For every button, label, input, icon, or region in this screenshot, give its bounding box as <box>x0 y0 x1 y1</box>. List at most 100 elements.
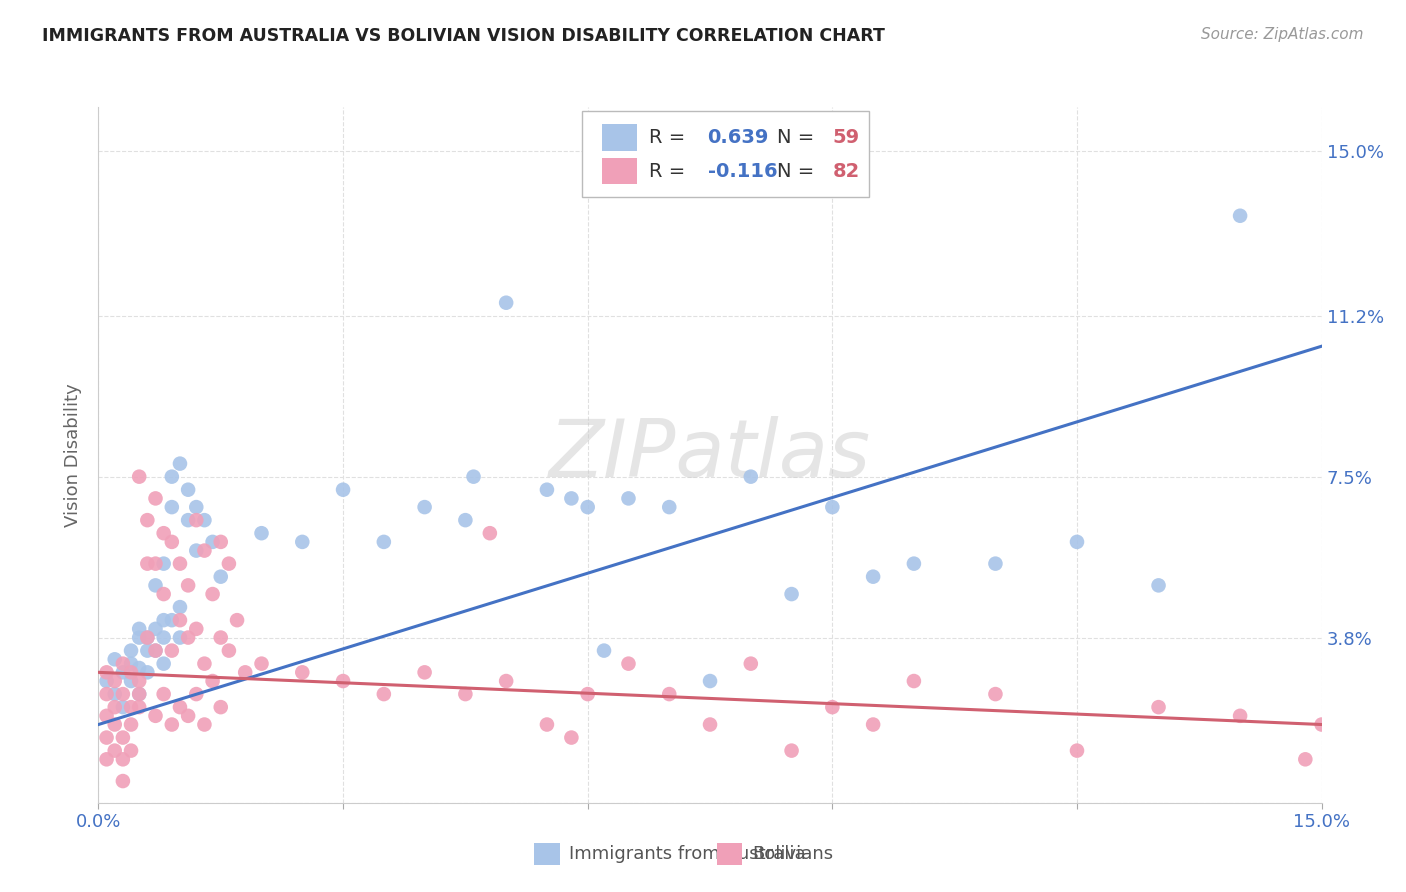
Point <box>128 631 150 645</box>
Point <box>136 631 159 645</box>
Point <box>145 557 167 571</box>
Point <box>209 631 232 645</box>
Text: N =: N = <box>778 161 821 180</box>
Point <box>120 674 142 689</box>
Text: Immigrants from Australia: Immigrants from Australia <box>569 845 806 863</box>
Point <box>291 665 314 680</box>
Point <box>120 643 142 657</box>
Point <box>658 500 681 514</box>
Point <box>136 631 159 645</box>
Bar <box>602 158 637 185</box>
Point <box>413 500 436 514</box>
Point <box>160 469 183 483</box>
Point <box>160 613 183 627</box>
FancyBboxPatch shape <box>582 111 869 197</box>
Point <box>152 587 174 601</box>
Point <box>862 717 884 731</box>
Point <box>169 557 191 571</box>
Point <box>152 613 174 627</box>
Point <box>120 717 142 731</box>
Point <box>128 700 150 714</box>
Text: 82: 82 <box>832 161 859 180</box>
Point <box>984 557 1007 571</box>
Point <box>903 557 925 571</box>
Point <box>373 687 395 701</box>
Point <box>145 578 167 592</box>
Point <box>120 744 142 758</box>
Text: Bolivians: Bolivians <box>752 845 834 863</box>
Point <box>104 717 127 731</box>
Point <box>128 469 150 483</box>
Point <box>1229 708 1251 723</box>
Point <box>111 665 134 680</box>
Point <box>193 657 215 671</box>
Point <box>120 700 142 714</box>
Point <box>120 657 142 671</box>
Point <box>576 500 599 514</box>
Point <box>111 687 134 701</box>
Point <box>218 557 240 571</box>
Text: N =: N = <box>778 128 821 147</box>
Point <box>478 526 501 541</box>
Text: IMMIGRANTS FROM AUSTRALIA VS BOLIVIAN VISION DISABILITY CORRELATION CHART: IMMIGRANTS FROM AUSTRALIA VS BOLIVIAN VI… <box>42 27 884 45</box>
Point <box>1066 535 1088 549</box>
Point <box>233 665 256 680</box>
Point <box>152 557 174 571</box>
Point <box>96 752 118 766</box>
Point <box>699 717 721 731</box>
Point <box>332 483 354 497</box>
Point <box>413 665 436 680</box>
Point <box>186 500 208 514</box>
Point <box>96 674 118 689</box>
Point <box>495 295 517 310</box>
Point <box>658 687 681 701</box>
Point <box>177 483 200 497</box>
Point <box>152 687 174 701</box>
Point <box>152 631 174 645</box>
Point <box>136 557 159 571</box>
Point <box>169 631 191 645</box>
Point <box>111 657 134 671</box>
Point <box>128 687 150 701</box>
Point <box>1066 744 1088 758</box>
Point <box>1294 752 1316 766</box>
Text: 0.639: 0.639 <box>707 128 769 147</box>
Bar <box>602 124 637 151</box>
Point <box>201 587 224 601</box>
Point <box>250 526 273 541</box>
Text: Source: ZipAtlas.com: Source: ZipAtlas.com <box>1201 27 1364 42</box>
Point <box>821 500 844 514</box>
Point <box>145 643 167 657</box>
Point <box>111 731 134 745</box>
Point <box>111 700 134 714</box>
Point <box>169 600 191 615</box>
Point <box>821 700 844 714</box>
Text: R =: R = <box>650 128 692 147</box>
Point <box>186 543 208 558</box>
Point <box>463 469 485 483</box>
Point <box>209 535 232 549</box>
Point <box>193 513 215 527</box>
Point <box>120 665 142 680</box>
Text: R =: R = <box>650 161 692 180</box>
Point <box>560 491 582 506</box>
Point <box>186 622 208 636</box>
Point <box>104 674 127 689</box>
Point <box>780 587 803 601</box>
Point <box>177 513 200 527</box>
Point <box>1310 717 1333 731</box>
Point <box>128 661 150 675</box>
Point <box>593 643 616 657</box>
Point <box>1147 700 1170 714</box>
Point <box>96 708 118 723</box>
Point <box>160 500 183 514</box>
Point <box>104 687 127 701</box>
Point <box>740 469 762 483</box>
Point <box>145 622 167 636</box>
Point <box>291 535 314 549</box>
Point <box>96 731 118 745</box>
Point <box>740 657 762 671</box>
Y-axis label: Vision Disability: Vision Disability <box>65 383 83 527</box>
Point <box>128 622 150 636</box>
Point <box>160 717 183 731</box>
